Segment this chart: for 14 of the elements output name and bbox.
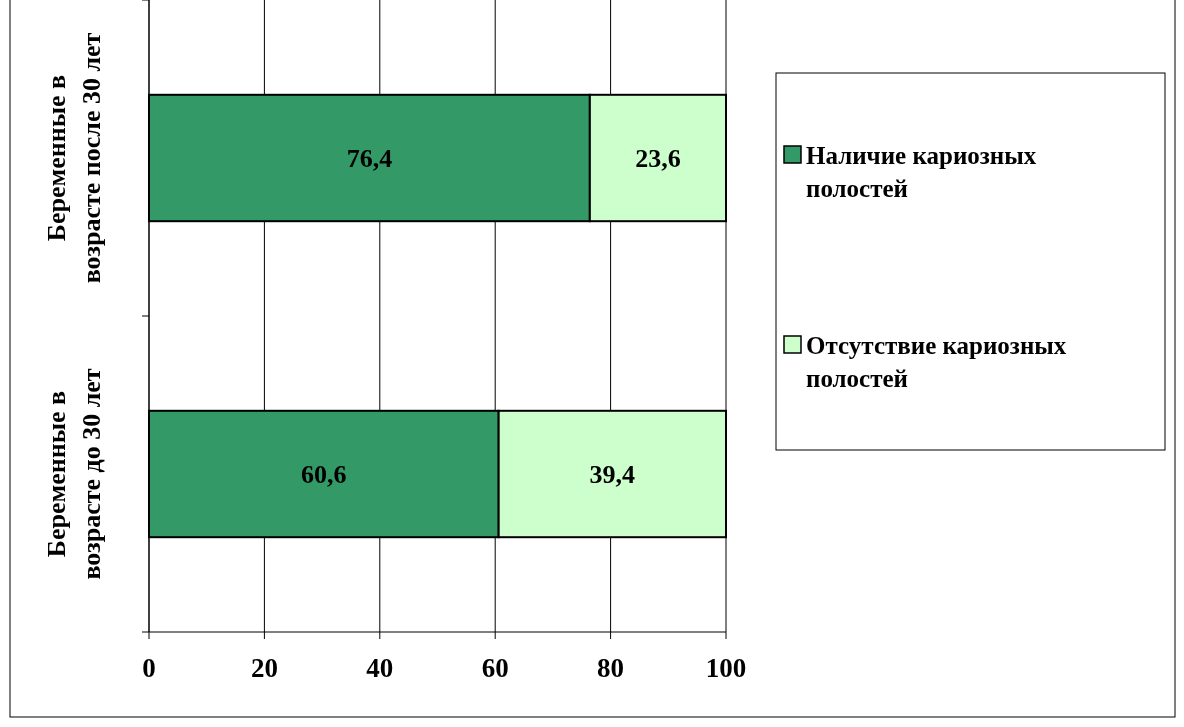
y-tick-label: Беременные в возрасте до 30 лет <box>42 368 106 580</box>
x-tick-label: 100 <box>705 653 747 683</box>
data-label: 23,6 <box>635 143 681 173</box>
data-label: 60,6 <box>301 459 347 489</box>
legend-label: Отсутствие кариозных полостей <box>806 331 1067 392</box>
x-tick-label: 40 <box>366 653 394 683</box>
data-label: 39,4 <box>589 459 636 489</box>
x-tick-label: 60 <box>481 653 509 683</box>
y-tick-label: Беременные в возрасте после 30 лет <box>42 32 106 284</box>
legend-label: Наличие кариозных полостей <box>806 141 1037 202</box>
x-tick-label: 0 <box>142 653 156 683</box>
data-label: 76,4 <box>346 143 393 173</box>
x-tick-label: 80 <box>597 653 625 683</box>
x-tick-label: 20 <box>250 653 278 683</box>
